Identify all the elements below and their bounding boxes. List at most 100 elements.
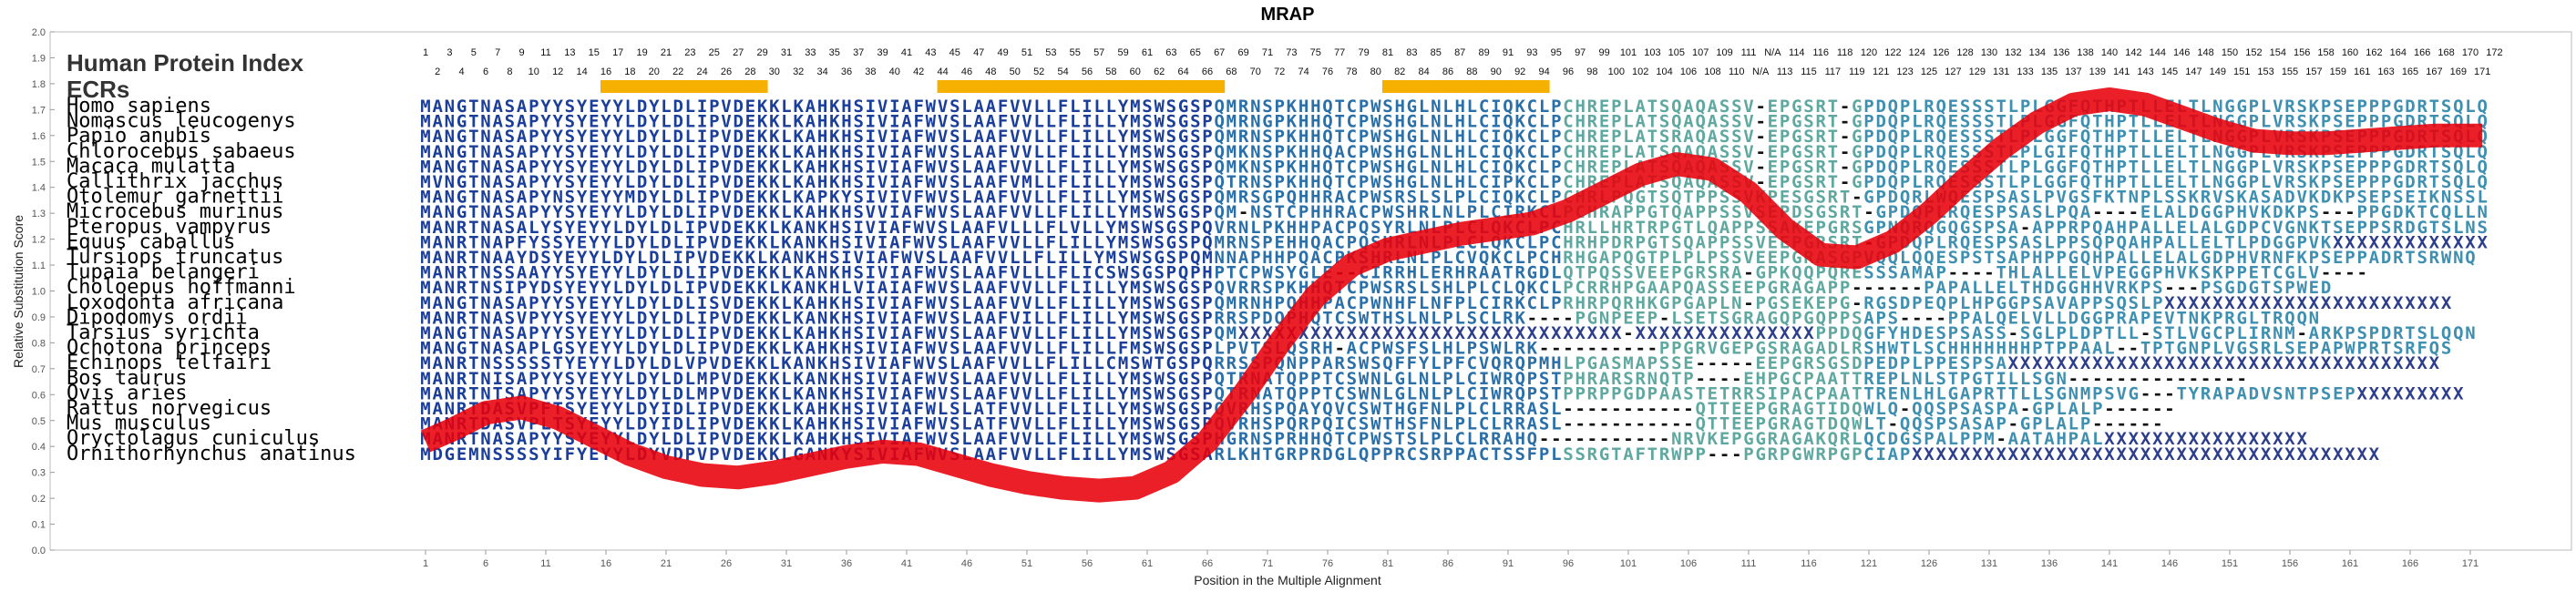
residue: N [480,188,490,208]
residue: L [625,97,635,117]
residue: L [781,97,791,117]
residue: K [1287,278,1298,298]
residue: A [432,323,443,343]
residue: E [2140,202,2150,222]
residue: N [480,202,490,222]
residue: T [468,232,478,252]
residue: T [2189,172,2199,192]
residue: X [2381,293,2392,313]
residue: R [1394,218,1405,238]
residue: X [2152,444,2163,464]
residue: D [2068,308,2078,328]
residue: T [1647,97,1657,117]
residue: Q [2465,248,2475,268]
residue: S [2441,112,2451,132]
residue: X [2020,444,2031,464]
residue: W [1154,127,1165,147]
human-protein-index-label: Human Protein Index [67,49,304,77]
residue: F [913,293,923,313]
residue: A [2273,188,2284,208]
residue: W [926,97,937,117]
protein-index-label: 97 [1575,47,1586,58]
residue: V [2249,248,2259,268]
residue: A [432,218,443,238]
residue: P [2104,232,2114,252]
residue: N [1382,293,1392,313]
residue: K [793,112,804,132]
residue: P [2356,157,2366,177]
residue: Q [1274,308,1284,328]
residue: P [2345,188,2355,208]
residue: T [468,127,478,147]
residue: E [1960,188,1970,208]
residue: A [432,157,443,177]
residue: T [1647,248,1657,268]
residue: F [998,142,1008,162]
protein-index-label: 27 [733,47,744,58]
residue: C [1527,97,1537,117]
residue: S [949,293,960,313]
protein-index-label: 71 [1262,47,1273,58]
residue: S [505,188,515,208]
ecr-bar [600,80,768,93]
residue: S [938,218,948,238]
residue: G [1154,248,1164,268]
protein-index-label: 11 [540,47,550,58]
residue: L [1454,202,1464,222]
residue: N [1238,218,1248,238]
residue: P [1960,248,1970,268]
residue: - [1888,278,1898,298]
residue: X [2080,444,2091,464]
residue: - [1840,97,1850,117]
residue: Y [612,202,623,222]
residue: D [672,293,682,313]
residue: P [2369,218,2379,238]
residue: P [1935,263,1945,283]
protein-index-label: 88 [1466,66,1477,77]
residue: I [1082,444,1092,464]
residue: A [973,278,984,298]
protein-index-label: 121 [1873,66,1889,77]
species-name: Nomascus leucogenys [67,110,296,133]
residue: V [998,248,1008,268]
residue: A [973,157,984,177]
residue: F [986,218,996,238]
residue: L [781,308,791,328]
residue: G [1791,127,1801,147]
residue: E [2345,112,2355,132]
residue: L [2056,308,2066,328]
residue: S [2333,218,2343,238]
residue: C [1347,142,1357,162]
y-tick-label: 0.9 [32,312,46,323]
protein-index-label: 128 [1956,47,1973,58]
residue: X [2393,232,2404,252]
residue: S [1803,112,1813,132]
residue: G [1178,127,1188,147]
residue: H [1298,232,1309,252]
residue: P [1539,444,1549,464]
residue: S [853,112,863,132]
residue: P [2321,97,2331,117]
protein-index-label: 130 [1981,47,1997,58]
residue: H [1587,232,1597,252]
residue: W [1370,278,1381,298]
residue: E [1274,232,1284,252]
residue: Q [1935,112,1945,132]
residue: T [1828,97,1838,117]
residue: P [1683,444,1693,464]
residue: N [2212,157,2222,177]
residue: H [1611,218,1621,238]
residue: F [998,157,1008,177]
residue: S [565,97,575,117]
residue: E [745,202,755,222]
residue: I [866,278,876,298]
residue: L [1599,218,1609,238]
residue: L [1106,444,1116,464]
residue: L [1467,127,1477,147]
residue: V [1010,232,1020,252]
residue: K [769,293,780,313]
residue: L [1623,127,1633,147]
residue: T [2020,278,2030,298]
residue: X [2201,293,2212,313]
residue: Y [649,188,660,208]
